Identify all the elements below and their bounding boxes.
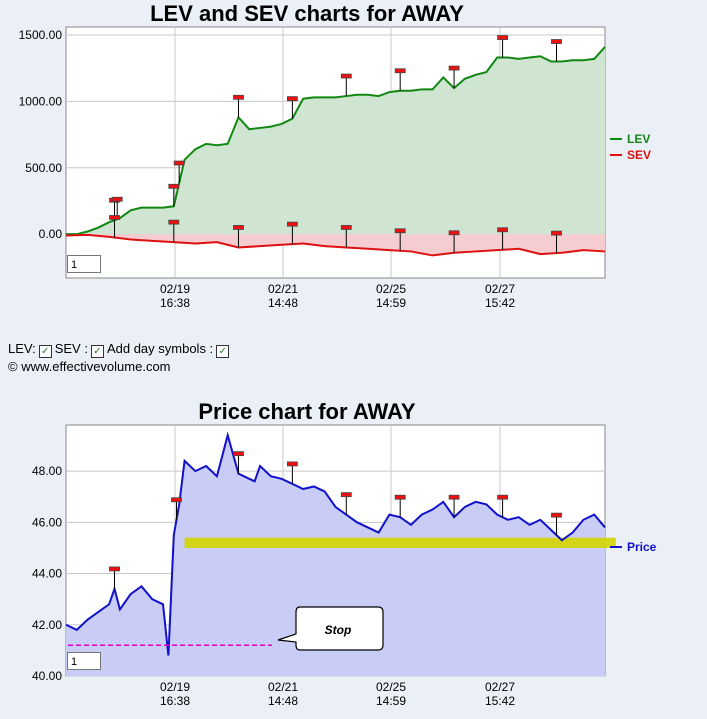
day-symbol-flag — [340, 73, 352, 79]
day-symbol-flag — [111, 196, 123, 202]
day-symbols-label: Add day symbols : — [106, 341, 214, 356]
day-symbol-flag — [551, 512, 562, 518]
x-tick-time: 15:42 — [485, 694, 515, 708]
day-symbol-flag — [109, 566, 120, 572]
x-tick-time: 14:59 — [376, 296, 406, 310]
day-symbol-flag — [394, 494, 406, 500]
day-symbol-flag — [168, 183, 180, 189]
y-tick-label: 46.00 — [32, 515, 62, 529]
price-band — [184, 537, 616, 548]
y-tick-label: 1500.00 — [19, 28, 63, 42]
x-tick-time: 14:48 — [268, 694, 298, 708]
price-legend: Price — [610, 540, 657, 554]
day-symbol-flag — [168, 219, 180, 225]
day-symbol-flag — [448, 230, 460, 236]
y-tick-label: 42.00 — [32, 618, 62, 632]
lev-sev-chart-title: LEV and SEV charts for AWAY — [150, 1, 464, 26]
price-day-symbols — [109, 451, 562, 589]
x-tick-time: 14:48 — [268, 296, 298, 310]
day-symbol-flag — [233, 225, 244, 230]
y-tick-label: 44.00 — [32, 567, 62, 581]
day-symbol-flag — [233, 94, 244, 100]
legend-label: LEV — [627, 132, 650, 146]
x-tick-date: 02/27 — [485, 680, 515, 694]
lev-checkbox[interactable]: ✓ — [38, 345, 52, 358]
stop-label: Stop — [325, 623, 352, 637]
price-chart-title: Price chart for AWAY — [198, 399, 416, 424]
lev-sev-y-axis: 1500.00 1000.00 500.00 0.00 — [19, 28, 63, 241]
sev-label: SEV : — [54, 341, 88, 356]
price-fill — [66, 435, 605, 676]
stop-callout — [277, 606, 384, 651]
x-tick-time: 15:42 — [485, 296, 515, 310]
sev-checkbox[interactable]: ✓ — [90, 345, 104, 358]
x-tick-date: 02/25 — [376, 282, 406, 296]
series-area-lev — [66, 46, 605, 235]
lev-sev-day-symbols — [109, 35, 562, 254]
series-area-sev — [66, 234, 605, 256]
lev-label: LEV: — [8, 341, 36, 356]
stop-annotation: Stop — [68, 606, 384, 651]
price-y-axis: 48.00 46.00 44.00 42.00 40.00 — [32, 464, 62, 683]
lev-sev-legend: LEV SEV — [610, 132, 651, 162]
lev-sev-lines — [65, 46, 606, 257]
copyright-text: © www.effectivevolume.com — [8, 359, 171, 374]
day-symbol-flag — [448, 494, 460, 500]
day-symbol-flag — [448, 65, 460, 71]
x-tick-time: 14:59 — [376, 694, 406, 708]
lev-sev-zoom-input[interactable]: 1 — [67, 255, 101, 273]
day-symbol-flag — [286, 221, 298, 227]
day-symbol-flag — [551, 39, 562, 44]
x-tick-date: 02/27 — [485, 282, 515, 296]
x-tick-time: 16:38 — [160, 694, 190, 708]
x-tick-date: 02/19 — [160, 680, 190, 694]
y-tick-label: 48.00 — [32, 464, 62, 478]
day-symbol-flag — [394, 68, 406, 74]
day-symbol-flag — [497, 494, 508, 500]
day-symbol-flag — [173, 160, 185, 166]
day-symbol-flag — [233, 451, 244, 457]
x-tick-date: 02/21 — [268, 282, 298, 296]
day-symbol-flag — [551, 230, 562, 236]
y-tick-label: 40.00 — [32, 669, 62, 683]
day-symbols-checkbox[interactable]: ✓ — [216, 345, 230, 358]
x-tick-date: 02/25 — [376, 680, 406, 694]
series-line-lev — [66, 46, 606, 236]
day-symbol-flag — [286, 96, 298, 102]
day-symbol-flag — [497, 227, 508, 233]
series-area-price — [66, 435, 605, 676]
day-symbol-flag — [497, 35, 508, 40]
x-tick-date: 02/21 — [268, 680, 298, 694]
series-controls: LEV: ✓ SEV : ✓ Add day symbols : ✓ — [8, 341, 232, 358]
series-line-sev — [65, 233, 606, 257]
price-zoom-input[interactable]: 1 — [67, 652, 101, 670]
day-symbol-flag — [171, 497, 182, 503]
x-tick-date: 02/19 — [160, 282, 190, 296]
legend-label: SEV — [627, 148, 651, 162]
x-tick-time: 16:38 — [160, 296, 190, 310]
y-tick-label: 1000.00 — [19, 94, 63, 108]
day-symbol-flag — [394, 228, 406, 234]
price-lines — [65, 431, 606, 656]
y-tick-label: 0.00 — [39, 227, 63, 241]
day-symbol-flag — [286, 461, 298, 467]
day-symbol-flag — [340, 225, 352, 230]
series-line-price — [65, 431, 606, 656]
price-band-rect — [184, 537, 616, 548]
legend-label: Price — [627, 540, 657, 554]
day-symbol-flag — [109, 215, 120, 220]
y-tick-label: 500.00 — [25, 161, 62, 175]
day-symbol-flag — [340, 492, 352, 498]
lev-sev-fill — [66, 46, 605, 256]
